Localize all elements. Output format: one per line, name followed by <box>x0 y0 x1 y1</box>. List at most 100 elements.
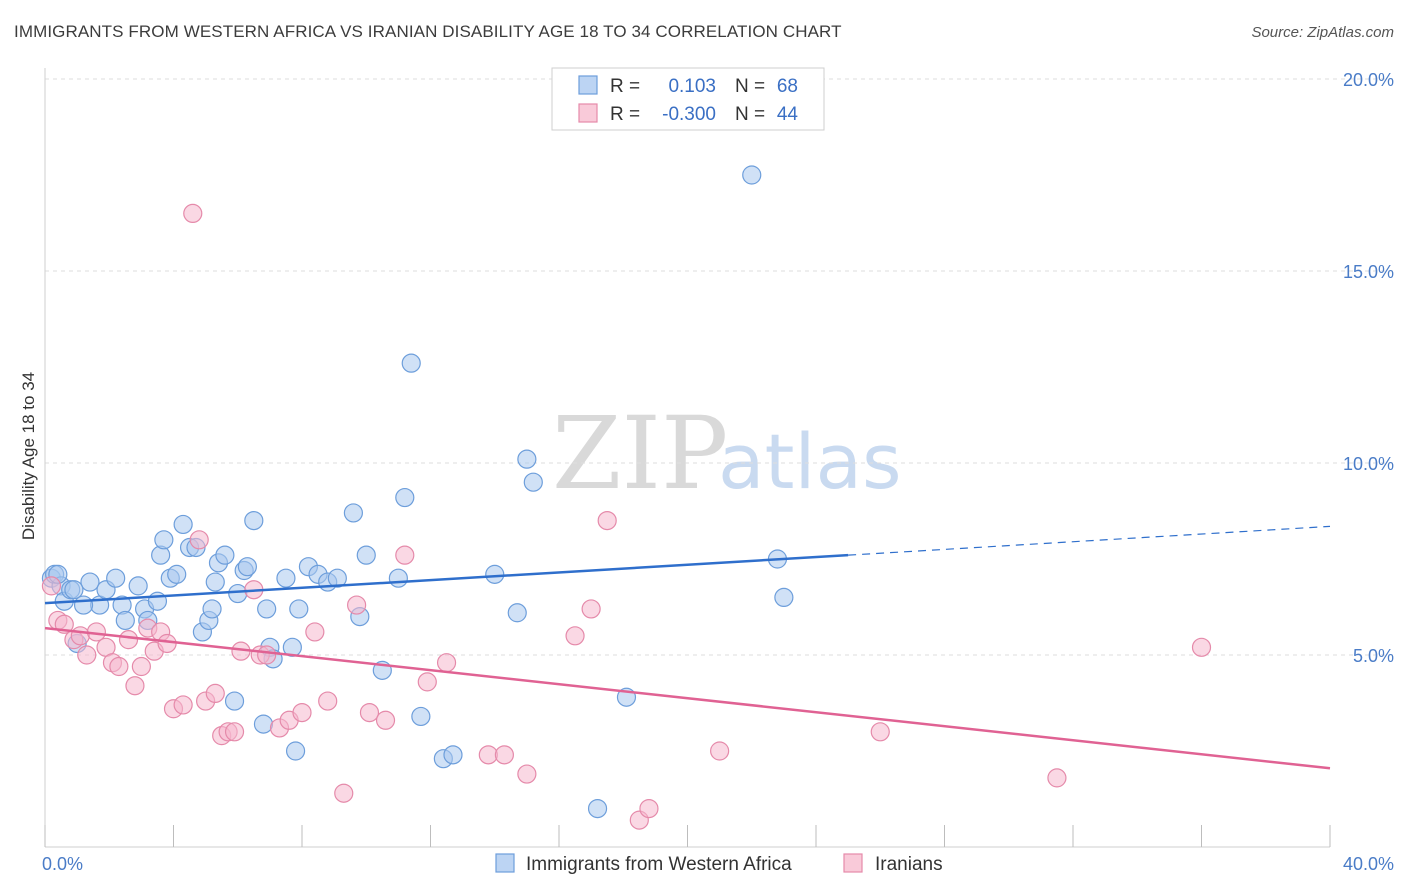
x-axis-ticks <box>44 825 1331 847</box>
point-iranians <box>478 745 498 765</box>
point-iranians <box>417 672 437 692</box>
y-tick-label: 20.0% <box>1343 70 1394 90</box>
point-iranians <box>292 702 312 723</box>
point-western-africa <box>485 564 505 584</box>
point-iranians <box>224 722 245 742</box>
point-western-africa <box>253 714 274 734</box>
point-western-africa <box>237 557 257 577</box>
y-tick-label: 15.0% <box>1343 262 1394 282</box>
point-western-africa <box>327 568 347 588</box>
stats-legend-r-value-1: 0.103 <box>668 76 716 97</box>
point-western-africa <box>517 449 537 469</box>
point-iranians <box>125 676 145 696</box>
point-western-africa <box>356 545 376 565</box>
point-iranians <box>183 203 203 223</box>
point-western-africa <box>285 741 306 761</box>
trend-line-iranians <box>44 626 1331 770</box>
point-western-africa <box>289 599 309 619</box>
point-western-africa <box>224 691 245 711</box>
point-iranians <box>517 764 537 784</box>
point-iranians <box>494 745 514 765</box>
point-western-africa <box>128 576 148 596</box>
point-western-africa <box>80 572 100 592</box>
series-legend-swatch-western-africa <box>495 853 515 873</box>
point-iranians <box>189 530 209 550</box>
y-axis-title: Disability Age 18 to 34 <box>19 372 38 540</box>
point-iranians <box>639 798 659 819</box>
y-axis-tick-labels: 5.0% 10.0% 15.0% 20.0% <box>1343 70 1394 666</box>
point-western-africa <box>228 583 248 604</box>
point-iranians <box>318 691 338 711</box>
point-iranians <box>70 626 90 646</box>
point-western-africa <box>587 798 608 819</box>
chart-title: IMMIGRANTS FROM WESTERN AFRICA VS IRANIA… <box>14 22 842 41</box>
point-iranians <box>565 626 585 646</box>
point-western-africa <box>395 487 415 508</box>
point-western-africa <box>411 706 431 727</box>
point-western-africa <box>167 564 187 584</box>
stats-legend-n-value-2: 44 <box>777 104 799 125</box>
point-iranians <box>1191 637 1212 657</box>
y-tick-label: 10.0% <box>1343 454 1394 474</box>
stats-legend-swatch-blue <box>578 75 598 95</box>
point-iranians <box>359 702 380 723</box>
point-western-africa <box>73 595 94 615</box>
x-tick-label-min: 0.0% <box>42 854 83 874</box>
series-legend-label-iranians: Iranians <box>875 854 943 875</box>
point-western-africa <box>443 745 463 765</box>
scatter-points <box>41 165 1212 830</box>
point-iranians <box>109 656 129 677</box>
point-western-africa <box>244 510 264 531</box>
trend-lines <box>44 525 1331 770</box>
point-iranians <box>305 622 325 642</box>
stats-legend-r-label-1: R = <box>610 76 640 97</box>
point-iranians <box>375 710 396 730</box>
point-western-africa <box>343 503 363 523</box>
point-iranians <box>41 576 62 596</box>
trend-line-western-africa <box>44 553 849 605</box>
point-iranians <box>257 645 277 665</box>
point-western-africa <box>388 568 408 588</box>
point-western-africa <box>523 472 543 492</box>
stats-legend-r-value-2: -0.300 <box>662 104 716 125</box>
stats-legend-n-label-1: N = <box>735 76 765 97</box>
point-western-africa <box>205 572 225 592</box>
trend-line-western-africa-extension <box>848 525 1331 556</box>
series-legend-swatch-iranians <box>843 853 863 873</box>
point-western-africa <box>64 580 84 600</box>
point-iranians <box>436 653 457 673</box>
point-iranians <box>395 545 415 565</box>
point-western-africa <box>202 599 222 619</box>
x-tick-label-max: 40.0% <box>1343 854 1394 874</box>
point-western-africa <box>154 530 174 550</box>
point-western-africa <box>257 599 277 619</box>
point-iranians <box>347 595 367 615</box>
stats-legend-r-label-2: R = <box>610 104 640 125</box>
point-iranians <box>205 683 225 704</box>
point-western-africa <box>215 545 235 565</box>
point-iranians <box>1047 768 1067 788</box>
point-iranians <box>157 633 177 654</box>
point-iranians <box>581 599 601 619</box>
point-iranians <box>870 722 890 742</box>
y-tick-label: 5.0% <box>1353 646 1394 666</box>
point-western-africa <box>742 165 762 185</box>
point-western-africa <box>774 587 794 608</box>
point-iranians <box>597 510 617 531</box>
point-western-africa <box>401 353 421 373</box>
stats-legend: R = 0.103 N = 68 R = -0.300 N = 44 <box>551 67 825 131</box>
point-western-africa <box>507 603 527 623</box>
point-iranians <box>710 741 730 761</box>
point-iranians <box>77 645 97 665</box>
stats-legend-n-value-1: 68 <box>777 76 798 97</box>
point-iranians <box>118 630 139 650</box>
series-legend-label-western-africa: Immigrants from Western Africa <box>526 854 792 875</box>
watermark-zip: ZIP <box>552 395 728 512</box>
point-western-africa <box>115 610 135 631</box>
watermark-atlas: atlas <box>718 417 902 506</box>
stats-legend-swatch-pink <box>578 103 598 123</box>
point-iranians <box>173 695 193 715</box>
point-western-africa <box>173 514 193 535</box>
series-legend: Immigrants from Western Africa Iranians <box>495 853 943 875</box>
